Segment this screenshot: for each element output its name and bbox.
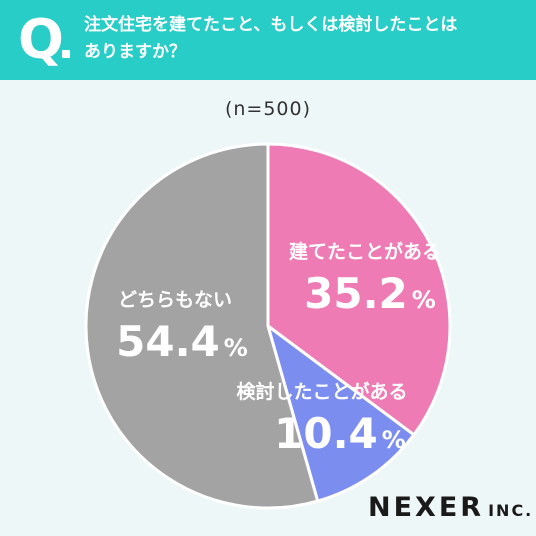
question-text: 注文住宅を建てたこと、もしくは検討したことは ありますか？ — [84, 15, 458, 62]
pie-slice-1 — [266, 142, 452, 437]
brand-name: NEXER — [368, 492, 485, 523]
brand-suffix: INC. — [488, 501, 534, 520]
sample-size: (n=500) — [224, 98, 312, 120]
pie-slice-2 — [266, 324, 416, 503]
slice-label-2: 検討したことがある — [236, 380, 407, 403]
slice-unit-1: % — [412, 286, 436, 314]
slice-unit-2: % — [382, 426, 406, 454]
question-header: Q 注文住宅を建てたこと、もしくは検討したことは ありますか？ — [0, 0, 536, 80]
slice-label-3: どちらもない — [118, 289, 232, 311]
slice-label-1: 建てたことがある — [289, 240, 441, 263]
q-mark: Q — [18, 8, 64, 71]
brand-logo: NEXER INC. — [368, 492, 533, 523]
q-dot — [62, 50, 70, 58]
slice-unit-3: % — [224, 334, 248, 362]
pie-slice-3 — [84, 142, 320, 510]
